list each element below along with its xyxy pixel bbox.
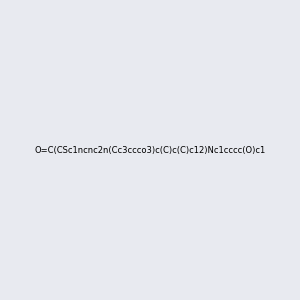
Text: O=C(CSc1ncnc2n(Cc3ccco3)c(C)c(C)c12)Nc1cccc(O)c1: O=C(CSc1ncnc2n(Cc3ccco3)c(C)c(C)c12)Nc1c… [34, 146, 266, 154]
